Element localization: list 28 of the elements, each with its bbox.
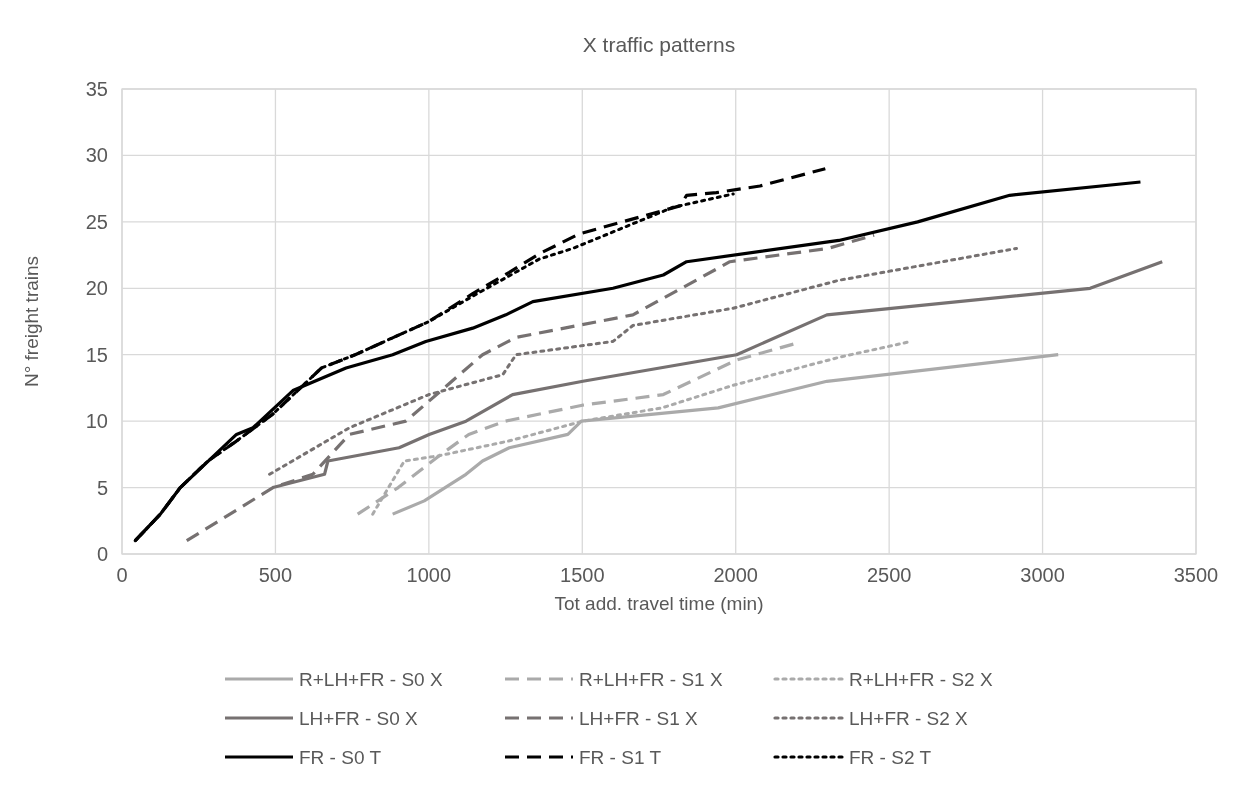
y-tick-label: 20 (85, 277, 108, 300)
x-tick-label: 3500 (1173, 564, 1219, 586)
y-tick-label: 10 (85, 410, 108, 433)
y-axis-title: N° freight trains (21, 255, 42, 388)
legend-label: LH+FR - S2 X (849, 707, 969, 729)
chart-title: X traffic patterns (582, 33, 736, 56)
legend-label: LH+FR - S1 X (579, 707, 699, 729)
legend-label: FR - S1 T (579, 746, 662, 768)
y-tick-label: 15 (85, 343, 108, 366)
y-tick-label: 30 (85, 144, 108, 167)
x-tick-label: 3000 (1020, 564, 1065, 586)
legend-label: R+LH+FR - S2 X (849, 668, 993, 690)
x-axis-title: Tot add. travel time (min) (554, 593, 764, 614)
x-tick-label: 2500 (866, 564, 912, 586)
y-tick-label: 25 (85, 210, 108, 233)
x-tick-label: 1500 (560, 564, 605, 586)
legend-label: R+LH+FR - S0 X (299, 668, 443, 690)
x-tick-label: 500 (258, 564, 293, 586)
y-tick-label: 35 (85, 78, 108, 100)
x-tick-label: 0 (116, 564, 128, 586)
legend-label: LH+FR - S0 X (299, 707, 419, 729)
legend-label: FR - S0 T (299, 746, 382, 768)
legend-label: R+LH+FR - S1 X (579, 668, 723, 690)
x-tick-label: 1000 (406, 564, 452, 586)
legend-label: FR - S2 T (849, 746, 932, 768)
x-tick-label: 2000 (713, 564, 758, 586)
y-tick-label: 5 (96, 476, 108, 499)
y-tick-label: 0 (96, 543, 108, 565)
